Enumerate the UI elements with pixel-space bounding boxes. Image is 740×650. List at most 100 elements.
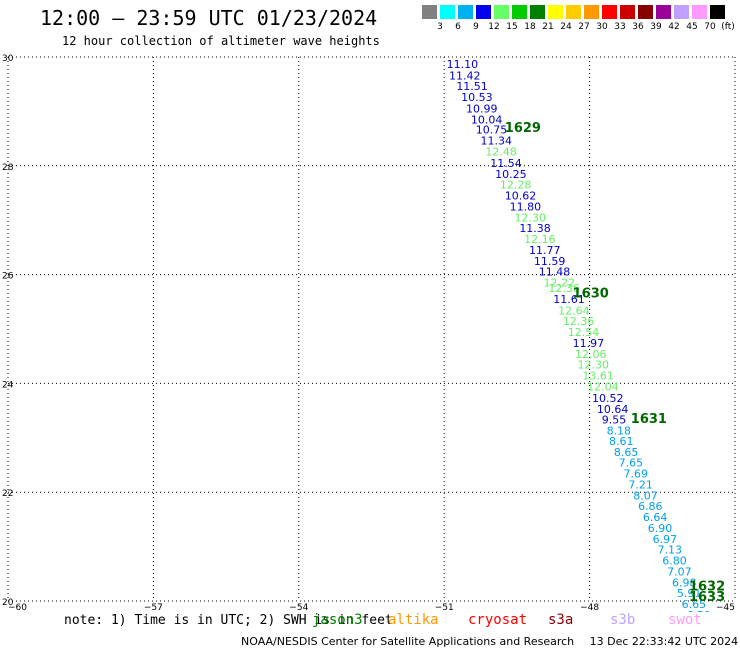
wave-height-point: 7.13 xyxy=(657,544,682,557)
x-tick-label: −51 xyxy=(435,603,454,612)
legend-swatch xyxy=(692,5,707,19)
wave-height-point: 6.59 xyxy=(687,609,712,612)
wave-height-point: 12.64 xyxy=(558,304,590,317)
x-tick-label: −54 xyxy=(289,603,308,612)
wave-height-point: 11.77 xyxy=(529,244,561,257)
y-tick-label: 24 xyxy=(2,380,14,390)
wave-height-point: 12.54 xyxy=(568,326,600,339)
legend-label: 42 xyxy=(668,22,680,32)
legend-label: 12 xyxy=(488,22,500,32)
wave-height-point: 10.62 xyxy=(505,190,537,203)
legend-label: 45 xyxy=(686,22,698,32)
wave-height-point: 12.04 xyxy=(587,380,619,393)
wave-height-point: 6.90 xyxy=(648,522,673,535)
x-tick-label: −48 xyxy=(580,603,599,612)
legend-swatch xyxy=(584,5,599,19)
wave-height-point: 5.91 xyxy=(677,587,702,600)
wave-height-point: 8.18 xyxy=(607,425,632,438)
satellite-jason3: jason3 xyxy=(312,612,363,628)
legend-swatch xyxy=(656,5,671,19)
wave-height-point: 12.28 xyxy=(500,179,531,192)
wave-height-point: 12.36 xyxy=(563,315,595,328)
wave-height-point: 8.07 xyxy=(633,489,658,502)
legend-label: 6 xyxy=(455,22,461,32)
wave-height-point: 9.55 xyxy=(602,414,627,427)
satellite-swot: swot xyxy=(668,612,702,628)
wave-height-point: 12.06 xyxy=(575,348,607,361)
wave-height-point: 8.61 xyxy=(609,435,634,448)
wave-height-point: 10.52 xyxy=(592,392,624,405)
wave-height-point: 11.51 xyxy=(456,80,488,93)
wave-height-point: 7.69 xyxy=(624,468,649,481)
wave-height-point: 12.48 xyxy=(485,145,517,158)
wave-height-point: 6.98 xyxy=(672,576,697,589)
legend-label: 15 xyxy=(506,22,518,32)
wave-height-point: 11.97 xyxy=(573,337,605,350)
legend-label: 18 xyxy=(524,22,536,32)
footer-credit: NOAA/NESDIS Center for Satellite Applica… xyxy=(241,635,575,648)
wave-height-point: 7.07 xyxy=(667,565,692,578)
satellite-altika: altika xyxy=(388,612,439,628)
wave-height-point: 12.16 xyxy=(524,233,556,246)
wave-height-point: 6.64 xyxy=(643,511,668,524)
footer-timestamp: 13 Dec 22:33:42 UTC 2024 xyxy=(589,635,739,648)
legend-swatch xyxy=(476,5,491,19)
legend-label: 27 xyxy=(578,22,590,32)
legend-swatch xyxy=(512,5,527,19)
legend-swatch xyxy=(548,5,563,19)
chart-title: 12:00 — 23:59 UTC 01/23/2024 xyxy=(40,6,378,30)
wave-height-point: 6.97 xyxy=(653,533,678,546)
wave-height-point: 7.21 xyxy=(628,478,653,491)
wave-height-point: 7.65 xyxy=(619,457,644,470)
y-tick-label: 26 xyxy=(2,272,14,282)
wave-height-point: 8.65 xyxy=(614,446,639,459)
legend-label: 36 xyxy=(632,22,644,32)
wave-height-point: 12.30 xyxy=(577,359,609,372)
x-tick-label: −60 xyxy=(8,603,27,612)
y-tick-label: 22 xyxy=(2,489,13,499)
x-tick-label: −57 xyxy=(144,603,163,612)
pass-id-label: 1629 xyxy=(505,121,541,136)
legend-swatch xyxy=(458,5,473,19)
wave-height-point: 6.86 xyxy=(638,500,663,513)
legend-swatch xyxy=(422,5,437,19)
legend-swatch xyxy=(440,5,455,19)
legend-label: 39 xyxy=(650,22,662,32)
wave-height-point: 6.65 xyxy=(682,598,707,611)
legend-unit: (ft) xyxy=(721,22,735,32)
x-tick-label: −45 xyxy=(716,603,735,612)
legend-swatch xyxy=(620,5,635,19)
pass-id-label: 1631 xyxy=(631,412,667,427)
wave-height-point: 6.80 xyxy=(662,555,687,568)
axis-tick-labels: −60 −57 −54 −51 −48 −45 20 22 24 26 28 30 xyxy=(2,54,735,612)
legend-label: 33 xyxy=(614,22,626,32)
y-tick-label: 20 xyxy=(2,598,14,608)
satellite-s3b: s3b xyxy=(610,612,636,628)
wave-height-point: 11.48 xyxy=(539,266,571,279)
pass-id-label: 1630 xyxy=(573,286,609,301)
wave-height-point: 13.61 xyxy=(582,370,614,383)
footer: NOAA/NESDIS Center for Satellite Applica… xyxy=(241,635,740,648)
pass-id-label: 1632 xyxy=(689,580,725,595)
legend-label: 30 xyxy=(596,22,608,32)
wave-height-point: 10.64 xyxy=(597,403,629,416)
wave-height-point: 11.10 xyxy=(447,58,479,71)
legend-swatch xyxy=(710,5,725,19)
legend-swatch xyxy=(494,5,509,19)
legend-label: 21 xyxy=(542,22,554,32)
wave-height-point: 11.34 xyxy=(481,135,513,148)
pass-id-label: 1633 xyxy=(689,590,725,605)
wave-height-point: 10.25 xyxy=(495,168,526,181)
satellite-s3a: s3a xyxy=(548,612,574,628)
wave-height-point: 11.59 xyxy=(534,255,566,268)
legend-label: 24 xyxy=(560,22,572,32)
legend-swatch xyxy=(638,5,653,19)
legend-swatch xyxy=(566,5,581,19)
wave-height-point: 12.30 xyxy=(514,211,546,224)
wave-height-point: 11.42 xyxy=(449,69,481,82)
y-tick-label: 30 xyxy=(2,54,14,64)
wave-height-point: 11.54 xyxy=(490,157,522,170)
legend-label: 70 xyxy=(704,22,716,32)
